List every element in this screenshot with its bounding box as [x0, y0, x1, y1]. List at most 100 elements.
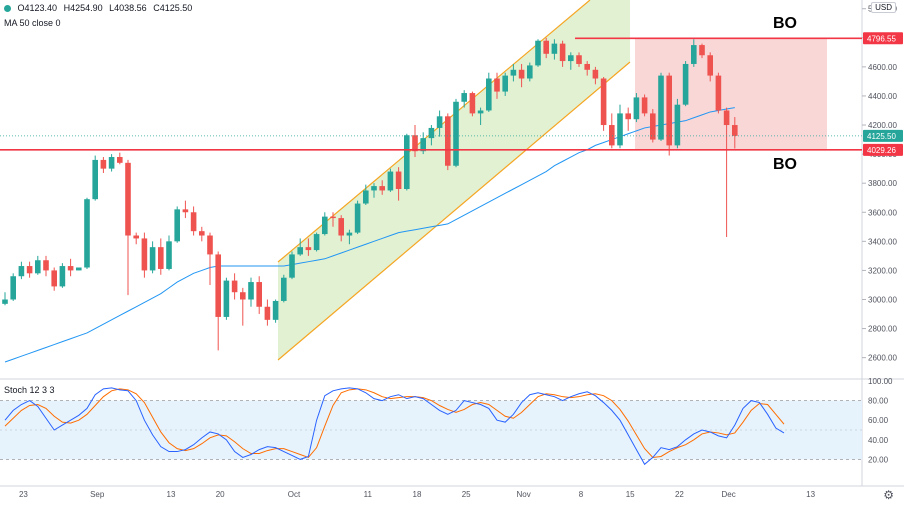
candle-body — [43, 260, 49, 271]
candle-body — [231, 280, 238, 293]
bo-bottom-label: BO — [773, 156, 797, 173]
candle-body — [551, 43, 558, 54]
candle-body — [559, 43, 566, 62]
y-tick-label: 3000.00 — [868, 295, 897, 304]
candle-body — [92, 159, 98, 200]
channel-lower-edge — [277, 61, 631, 361]
candle-body — [363, 190, 369, 204]
candle-body — [469, 93, 476, 114]
candle-body — [215, 254, 221, 317]
candle-body — [174, 209, 180, 242]
candle-body — [67, 266, 74, 271]
candle-body — [666, 75, 672, 146]
candle-body — [305, 247, 312, 251]
candle-body — [322, 216, 328, 235]
x-tick-label: 13 — [806, 490, 815, 499]
x-tick-label: 11 — [364, 490, 373, 499]
candle-body — [633, 97, 640, 120]
price-label-box — [863, 129, 903, 142]
x-tick-label: 18 — [413, 490, 422, 499]
candle-body — [510, 69, 517, 76]
settings-gear-icon[interactable]: ⚙ — [883, 488, 894, 502]
x-tick-label: Nov — [516, 490, 530, 499]
candle-body — [412, 135, 418, 152]
y-tick-label: 4200.00 — [868, 121, 897, 130]
candle-body — [691, 45, 697, 64]
candle-body — [297, 247, 303, 255]
candle-body — [59, 266, 66, 287]
price-label-box — [863, 32, 903, 45]
candle-body — [576, 55, 582, 64]
candle-body — [133, 235, 139, 239]
candle-body — [354, 203, 361, 233]
candle-body — [272, 300, 279, 320]
level-layer — [0, 37, 862, 151]
candle-body — [674, 104, 681, 146]
stoch-d-line — [4, 388, 785, 459]
candle-body — [125, 162, 131, 236]
candle-body — [207, 235, 213, 255]
candle-body — [650, 113, 656, 140]
candle-body — [182, 209, 189, 213]
candle-body — [682, 63, 689, 105]
candle-body — [371, 186, 377, 191]
stoch-y-tick-label: 40.00 — [868, 436, 889, 445]
candle-body — [166, 241, 172, 269]
x-tick-label: Oct — [288, 490, 301, 499]
x-tick-label: 25 — [462, 490, 471, 499]
candle-body — [609, 125, 615, 146]
y-tick-label: 4600.00 — [868, 63, 897, 72]
candle-body — [100, 159, 107, 169]
candle-body — [592, 69, 599, 79]
stoch-layer — [0, 387, 862, 466]
candle-body — [420, 138, 426, 152]
candle-body — [141, 238, 148, 271]
high-value: H4254.90 — [63, 3, 103, 13]
price-label-text: 4796.55 — [867, 34, 896, 43]
candle-body — [256, 282, 262, 307]
candle-body — [600, 78, 607, 126]
candle-body — [387, 171, 394, 191]
y-tick-label: 3400.00 — [868, 237, 897, 246]
candle-body — [108, 157, 115, 169]
stoch-y-tick-label: 20.00 — [868, 455, 889, 464]
symbol-status-icon — [4, 5, 11, 13]
candle-body — [453, 101, 459, 166]
y-tick-label: 2800.00 — [868, 325, 897, 334]
candle-body — [26, 266, 33, 274]
candle-body — [732, 125, 738, 136]
x-tick-label: 20 — [216, 490, 225, 499]
candle-body — [527, 65, 533, 79]
candle-body — [264, 306, 271, 320]
ma-legend[interactable]: MA 50 close 0 — [4, 18, 61, 28]
candle-body — [428, 127, 435, 139]
candle-body — [715, 75, 722, 111]
candle-body — [18, 266, 25, 277]
stoch-k-line — [4, 387, 785, 466]
close-value: C4125.50 — [153, 3, 193, 13]
price-label-text: 4029.26 — [867, 146, 896, 155]
x-tick-label: Sep — [90, 490, 105, 499]
bo-top-label: BO — [773, 15, 797, 32]
candle-body — [723, 110, 730, 126]
candle-body — [248, 282, 254, 300]
stoch-legend[interactable]: Stoch 12 3 3 — [4, 385, 55, 395]
stoch-y-tick-label: 80.00 — [868, 397, 889, 406]
candle-body — [445, 116, 451, 166]
candle-body — [477, 110, 484, 114]
candle-body — [190, 212, 197, 232]
candle-body — [461, 93, 467, 102]
candle-body — [625, 113, 631, 120]
price-label-box — [863, 143, 903, 156]
currency-selector[interactable]: USD — [871, 2, 896, 13]
x-tick-label: 8 — [579, 490, 584, 499]
candle-body — [35, 260, 41, 274]
x-tick-label: 23 — [19, 490, 28, 499]
candle-body — [158, 247, 164, 269]
candle-body — [330, 216, 336, 219]
candle-body — [641, 97, 648, 114]
stoch-y-tick-label: 60.00 — [868, 416, 889, 425]
candle-body — [338, 218, 344, 236]
